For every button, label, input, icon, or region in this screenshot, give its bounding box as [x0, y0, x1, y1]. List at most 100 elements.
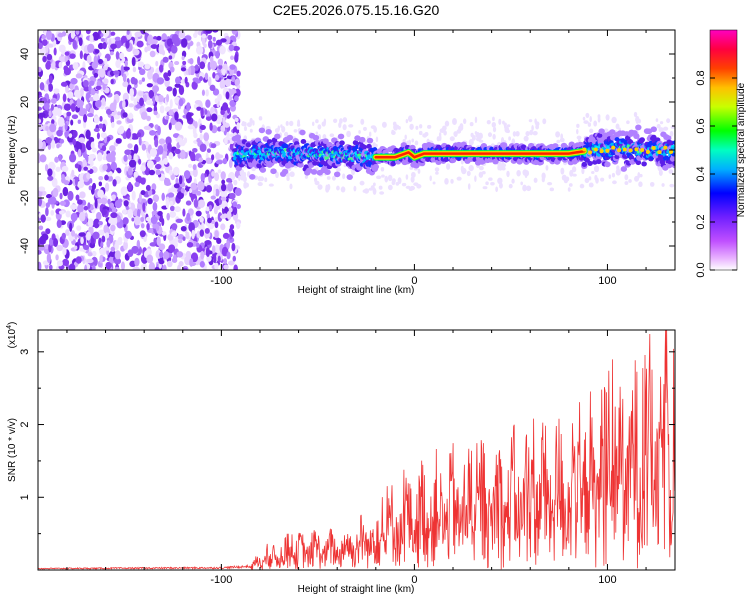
noise-cell: [213, 206, 218, 215]
noise-cell: [195, 79, 201, 84]
noise-cell: [210, 143, 217, 149]
noise-cell: [112, 216, 118, 226]
noise-cell: [449, 136, 455, 142]
signal-cell: [552, 143, 559, 149]
signal-cell: [245, 142, 252, 148]
y-axis-top: -40 -20 0 20 40: [19, 29, 675, 271]
noise-cell: [153, 87, 158, 97]
noise-cell: [56, 244, 64, 252]
noise-cell: [222, 102, 229, 111]
noise-cell: [407, 115, 413, 123]
noise-cell: [50, 209, 55, 216]
noise-cell: [259, 176, 265, 182]
noise-cell: [589, 128, 594, 134]
noise-cell: [89, 177, 93, 184]
noise-cell: [171, 223, 178, 231]
noise-cell: [156, 35, 162, 41]
tick-label: 100: [598, 275, 616, 287]
noise-cell: [497, 177, 503, 185]
noise-cell: [229, 224, 235, 230]
noise-cell: [461, 167, 467, 175]
signal-cell: [297, 162, 304, 168]
noise-cell: [146, 223, 150, 231]
noise-cell: [182, 236, 186, 241]
noise-cell: [122, 112, 128, 118]
signal-cell: [609, 129, 616, 136]
signal-cell: [300, 139, 307, 145]
y-scale-prefix: (x10: [7, 328, 18, 348]
noise-cell: [466, 170, 471, 177]
noise-cell: [133, 143, 139, 154]
noise-cell: [436, 136, 441, 142]
noise-cell: [85, 30, 91, 35]
noise-cell: [579, 183, 585, 189]
noise-cell: [204, 228, 210, 234]
noise-cell: [61, 232, 66, 240]
noise-cell: [293, 129, 298, 133]
noise-cell: [224, 137, 228, 145]
noise-cell: [59, 138, 65, 144]
noise-cell: [167, 142, 172, 152]
noise-cell: [638, 181, 643, 188]
noise-cell: [100, 132, 107, 139]
noise-cell: [78, 137, 86, 143]
noise-cell: [211, 154, 215, 161]
noise-cell: [218, 64, 223, 70]
noise-cell: [137, 91, 144, 97]
noise-cell: [117, 111, 121, 116]
noise-cell: [41, 140, 47, 150]
noise-cell: [370, 125, 377, 130]
noise-cell: [115, 138, 122, 144]
noise-cell: [38, 106, 43, 111]
signal-cell: [366, 137, 374, 144]
noise-cell: [662, 126, 669, 131]
noise-cell: [658, 169, 663, 176]
noise-cell: [117, 126, 125, 135]
signal-cell: [324, 169, 331, 176]
noise-cell: [187, 42, 191, 50]
noise-cell: [174, 148, 181, 155]
noise-cell: [67, 91, 74, 99]
noise-cell: [348, 124, 354, 128]
noise-cell: [205, 247, 210, 258]
noise-cell: [41, 39, 48, 47]
noise-cell: [90, 141, 95, 149]
noise-cell: [93, 116, 100, 124]
noise-cell: [633, 111, 638, 118]
noise-cell: [80, 237, 84, 245]
noise-cell: [83, 114, 88, 123]
signal-cell: [249, 173, 256, 180]
noise-cell: [140, 111, 148, 120]
noise-cell: [186, 241, 194, 248]
signal-cell: [449, 157, 457, 164]
noise-cell: [38, 261, 42, 270]
noise-cell: [158, 138, 166, 145]
noise-cell: [582, 116, 586, 121]
noise-cell: [492, 126, 497, 133]
noise-cell: [39, 82, 45, 91]
noise-cell: [102, 156, 107, 161]
noise-cell: [368, 131, 372, 137]
noise-cell: [200, 107, 204, 117]
noise-cell: [417, 168, 421, 174]
noise-cell: [221, 69, 226, 76]
signal-cell: [620, 166, 628, 172]
noise-cell: [189, 58, 194, 65]
noise-cell: [168, 55, 173, 60]
noise-cell: [533, 177, 538, 183]
noise-cell: [492, 116, 495, 122]
noise-cell: [511, 178, 515, 184]
noise-cell: [158, 259, 165, 265]
tick-label: 3: [19, 349, 31, 355]
noise-cell: [520, 181, 524, 186]
noise-cell: [459, 123, 464, 129]
noise-cell: [220, 109, 225, 115]
noise-cell: [222, 158, 228, 165]
noise-cell: [62, 186, 69, 197]
noise-cell: [105, 108, 113, 115]
noise-cell: [175, 177, 179, 185]
signal-cell: [270, 168, 277, 175]
noise-cell: [563, 178, 568, 184]
noise-cell: [91, 250, 97, 257]
noise-cell: [405, 174, 409, 180]
